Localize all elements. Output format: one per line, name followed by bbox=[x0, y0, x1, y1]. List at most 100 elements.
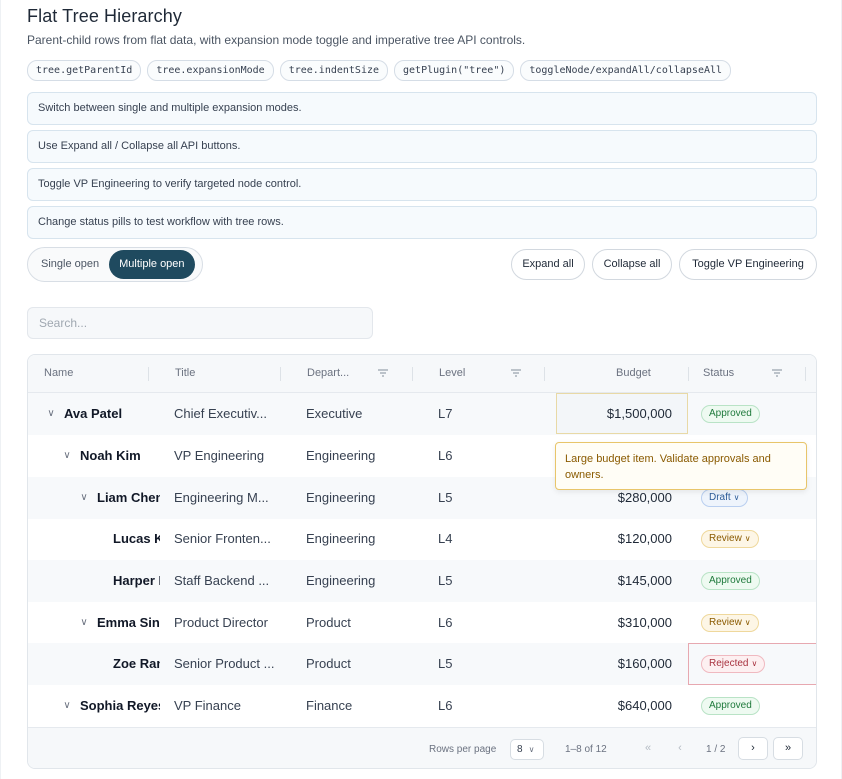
row-title: Staff Backend ... bbox=[174, 573, 270, 588]
chevron-left-icon: ‹ bbox=[678, 742, 682, 754]
column-separator[interactable] bbox=[148, 367, 149, 381]
page-title: Flat Tree Hierarchy bbox=[27, 6, 182, 26]
column-header-name[interactable]: Name bbox=[44, 367, 74, 379]
column-separator[interactable] bbox=[544, 367, 545, 381]
status-pill[interactable]: Rejected ∨ bbox=[701, 655, 766, 673]
column-header-title[interactable]: Title bbox=[175, 367, 196, 379]
chevron-down-icon[interactable]: ∨ bbox=[63, 450, 71, 461]
table-row[interactable]: ∨ Noah Kim VP Engineering Engineering L6 bbox=[28, 435, 816, 477]
table-row[interactable]: ∨ Sophia Reyes VP Finance Finance L6 $64… bbox=[28, 685, 816, 727]
row-name: Sophia Reyes bbox=[80, 698, 160, 713]
table-row[interactable]: Zoe Ran Senior Product ... Product L5 $1… bbox=[28, 643, 816, 685]
chevron-down-icon[interactable]: ∨ bbox=[63, 700, 71, 711]
page-indicator: 1 / 2 bbox=[706, 744, 726, 755]
multiple-open-option[interactable]: Multiple open bbox=[109, 250, 195, 279]
row-budget: $640,000 bbox=[617, 698, 672, 713]
filter-icon[interactable] bbox=[377, 367, 389, 379]
chevron-down-icon[interactable]: ∨ bbox=[80, 617, 88, 628]
row-budget: $280,000 bbox=[617, 490, 672, 505]
row-budget: $120,000 bbox=[617, 531, 672, 546]
budget-tooltip: Large budget item. Validate approvals an… bbox=[555, 442, 807, 490]
tree-table: Name Title Depart... Level Budget Status… bbox=[27, 354, 817, 769]
row-department: Product bbox=[306, 656, 351, 671]
pagination-range: 1–8 of 12 bbox=[565, 744, 607, 755]
column-separator[interactable] bbox=[280, 367, 281, 381]
status-pill-label: Review bbox=[709, 617, 742, 628]
table-row[interactable]: ∨ Emma Sing Product Director Product L6 … bbox=[28, 602, 816, 644]
row-title: Engineering M... bbox=[174, 490, 269, 505]
status-pill-label: Draft bbox=[709, 492, 731, 503]
row-level: L5 bbox=[438, 573, 453, 588]
status-pill-label: Rejected bbox=[709, 658, 749, 669]
row-level: L5 bbox=[438, 656, 453, 671]
status-pill[interactable]: Approved bbox=[701, 572, 760, 590]
column-header-department[interactable]: Depart... bbox=[307, 367, 350, 379]
column-separator[interactable] bbox=[688, 367, 689, 381]
chevrons-right-icon: » bbox=[784, 742, 792, 754]
row-budget: $1,500,000 bbox=[606, 406, 672, 421]
column-separator[interactable] bbox=[412, 367, 413, 381]
row-department: Engineering bbox=[306, 490, 376, 505]
table-row[interactable]: Lucas K Senior Fronten... Engineering L4… bbox=[28, 518, 816, 560]
chevron-down-icon: ∨ bbox=[744, 618, 751, 627]
next-page-button[interactable]: › bbox=[738, 737, 768, 760]
row-budget: $310,000 bbox=[617, 615, 672, 630]
filter-icon[interactable] bbox=[771, 367, 783, 379]
row-name: Lucas K bbox=[113, 531, 160, 546]
row-level: L6 bbox=[438, 615, 453, 630]
last-page-button[interactable]: » bbox=[773, 737, 803, 760]
toggle-vp-engineering-button[interactable]: Toggle VP Engineering bbox=[679, 249, 817, 280]
rows-per-page-value: 8 bbox=[517, 744, 523, 755]
table-header: Name Title Depart... Level Budget Status bbox=[28, 355, 816, 393]
chevron-down-icon: ∨ bbox=[751, 659, 758, 668]
chip-get-parent-id: tree.getParentId bbox=[27, 60, 142, 81]
status-pill[interactable]: Approved bbox=[701, 405, 760, 423]
table-row[interactable]: Harper I Staff Backend ... Engineering L… bbox=[28, 560, 816, 602]
row-budget: $145,000 bbox=[617, 573, 672, 588]
first-page-button[interactable]: « bbox=[633, 737, 663, 760]
row-department: Engineering bbox=[306, 531, 376, 546]
chip-indent-size: tree.indentSize bbox=[279, 60, 389, 81]
row-name: Ava Patel bbox=[64, 406, 123, 421]
previous-page-button[interactable]: ‹ bbox=[665, 737, 695, 760]
status-pill[interactable]: Review ∨ bbox=[701, 530, 759, 548]
column-header-budget[interactable]: Budget bbox=[616, 367, 651, 379]
row-level: L4 bbox=[438, 531, 453, 546]
row-title: Senior Fronten... bbox=[174, 531, 271, 546]
status-pill[interactable]: Approved bbox=[701, 697, 760, 715]
column-separator[interactable] bbox=[805, 367, 806, 381]
note-toggle-vp: Toggle VP Engineering to verify targeted… bbox=[27, 168, 817, 201]
rows-per-page-label: Rows per page bbox=[429, 744, 497, 755]
row-title: VP Engineering bbox=[174, 448, 265, 463]
chip-toggle-node: toggleNode/expandAll/collapseAll bbox=[520, 60, 732, 81]
chevron-down-icon: ∨ bbox=[733, 493, 740, 502]
collapse-all-button[interactable]: Collapse all bbox=[592, 249, 672, 280]
row-name: Zoe Ran bbox=[113, 656, 160, 671]
row-name: Emma Sing bbox=[97, 615, 160, 630]
expand-all-button[interactable]: Expand all bbox=[511, 249, 585, 280]
row-level: L6 bbox=[438, 698, 453, 713]
status-pill-label: Review bbox=[709, 533, 742, 544]
row-overlay: $1,500,000 Approved bbox=[28, 393, 816, 435]
single-open-option[interactable]: Single open bbox=[41, 258, 100, 270]
page-subtitle: Parent-child rows from flat data, with e… bbox=[27, 33, 526, 47]
row-title: VP Finance bbox=[174, 698, 241, 713]
filter-icon[interactable] bbox=[510, 367, 522, 379]
chevrons-left-icon: « bbox=[644, 742, 652, 754]
chevron-down-icon[interactable]: ∨ bbox=[47, 408, 55, 419]
status-pill[interactable]: Draft ∨ bbox=[701, 489, 748, 507]
chip-expansion-mode: tree.expansionMode bbox=[147, 60, 274, 81]
chevron-down-icon[interactable]: ∨ bbox=[80, 492, 88, 503]
api-chips: tree.getParentId tree.expansionMode tree… bbox=[27, 60, 732, 81]
column-header-status[interactable]: Status bbox=[703, 367, 735, 379]
search-input[interactable] bbox=[27, 307, 373, 339]
status-pill[interactable]: Review ∨ bbox=[701, 614, 759, 632]
table-footer: Rows per page 8 ∨ 1–8 of 12 « ‹ 1 / 2 › » bbox=[28, 727, 816, 768]
row-level: L7 bbox=[438, 406, 453, 421]
rows-per-page-select[interactable]: 8 ∨ bbox=[510, 739, 544, 760]
row-department: Executive bbox=[306, 406, 363, 421]
column-header-level[interactable]: Level bbox=[439, 367, 466, 379]
row-level: L6 bbox=[438, 448, 453, 463]
row-title: Chief Executiv... bbox=[174, 406, 267, 421]
budget-cell-highlight bbox=[556, 393, 688, 434]
